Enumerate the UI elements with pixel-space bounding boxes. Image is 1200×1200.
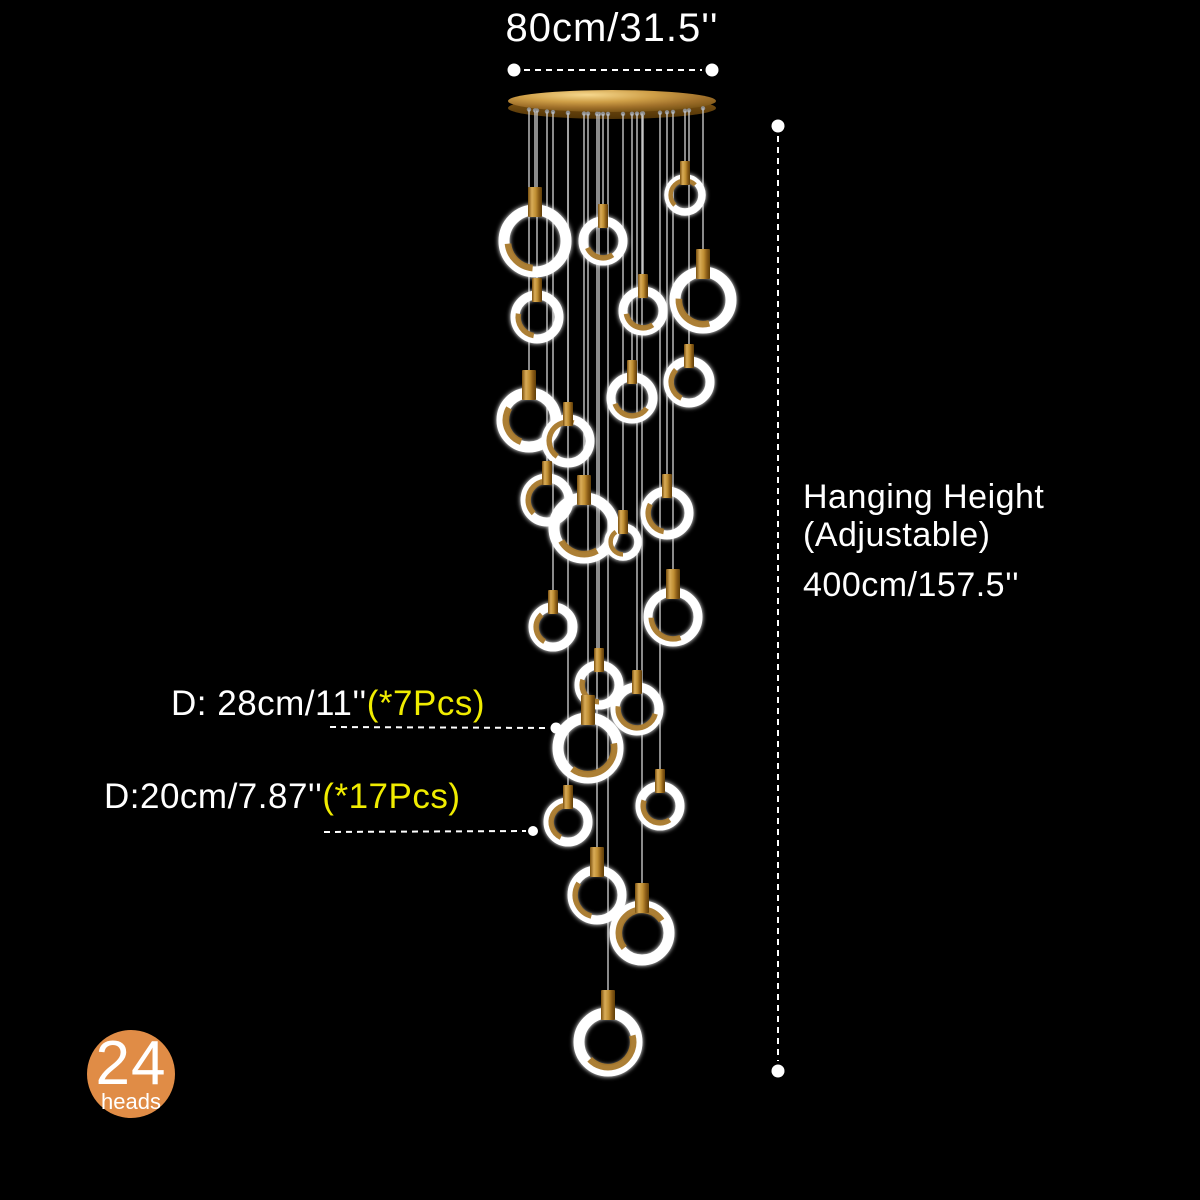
ring-gold-inner (579, 1013, 637, 1071)
ring-mount (594, 648, 604, 672)
hanging-height-value: 400cm/157.5'' (803, 566, 1020, 604)
ring-mount (548, 590, 558, 614)
small-ring-count: (*17Pcs) (322, 777, 461, 816)
ring-mount (581, 695, 595, 725)
ring-gold-inner (615, 687, 659, 731)
ring-gold-inner (502, 393, 556, 447)
ring-mount (655, 769, 665, 793)
ring-mount (680, 161, 690, 185)
small-ring-diameter-text: D:20cm/7.87'' (104, 777, 323, 816)
ring-gold-inner (579, 665, 619, 705)
chandelier-fixture (496, 90, 737, 1077)
ring-gold-inner (608, 527, 638, 557)
badge-number: 24 (95, 1029, 167, 1099)
large-ring-count: (*7Pcs) (366, 684, 485, 723)
ring-mount (590, 847, 604, 877)
large-ring-diameter-label: D: 28cm/11''(*7Pcs) (171, 684, 485, 724)
small-ring-leader-dot (528, 826, 538, 836)
ring-mount (577, 475, 591, 505)
ring-mount (618, 510, 628, 534)
ring-mount (627, 360, 637, 384)
large-ring-diameter-text: D: 28cm/11'' (171, 684, 367, 723)
ring-mount (563, 785, 573, 809)
ring-mount (528, 187, 542, 217)
ring-mount (632, 670, 642, 694)
ring-gold-inner (525, 478, 569, 522)
ring-gold-inner (675, 272, 731, 328)
ring-gold-inner (668, 178, 702, 212)
ring-mount (542, 461, 552, 485)
pendant-ring (573, 1007, 643, 1077)
ring-gold-inner (640, 786, 680, 826)
ring-mount (662, 474, 672, 498)
ring-mount (601, 990, 615, 1020)
ring-gold-inner (533, 607, 573, 647)
hanging-height-line1: Hanging Height (803, 478, 1045, 516)
ring-mount (532, 278, 542, 302)
ring-gold-inner (554, 498, 614, 558)
badge-unit: heads (101, 1088, 161, 1114)
ring-gold-inner (668, 361, 710, 403)
ring-gold-inner (558, 718, 618, 778)
ring-gold-inner (548, 802, 588, 842)
canopy-width-label: 80cm/31.5'' (505, 6, 719, 50)
height-dimension-top-dot (771, 119, 785, 133)
pendant-ring (643, 587, 703, 647)
ring-gold-inner (648, 592, 698, 642)
ring-mount (598, 204, 608, 228)
width-dimension-left-dot (507, 63, 521, 77)
pendant-ring (609, 900, 675, 966)
ring-mount (696, 249, 710, 279)
width-dimension-right-dot (705, 63, 719, 77)
ring-gold-inner (611, 377, 653, 419)
ring-mount (635, 883, 649, 913)
ring-mount (522, 370, 536, 400)
small-ring-diameter-label: D:20cm/7.87''(*17Pcs) (104, 777, 461, 817)
ring-mount (638, 274, 648, 298)
ring-gold-inner (623, 291, 663, 331)
ring-gold-inner (645, 491, 689, 535)
pendant-ring (552, 712, 624, 784)
pendant-ring (669, 266, 737, 334)
height-dimension-bottom-dot (771, 1064, 785, 1078)
pendant-ring (498, 204, 572, 278)
hanging-height-line2: (Adjustable) (803, 516, 991, 554)
large-ring-leader-line (329, 726, 550, 729)
ring-mount (563, 402, 573, 426)
ceiling-plate (508, 90, 716, 112)
pendant-ring (548, 492, 620, 564)
hanging-height-label: Hanging Height (Adjustable) 400cm/157.5'… (803, 478, 1044, 604)
ring-gold-inner (504, 210, 566, 272)
ring-mount (666, 569, 680, 599)
small-ring-leader-line (323, 830, 527, 833)
pendant-ring (567, 865, 627, 925)
ring-mount (684, 344, 694, 368)
heads-count-badge: 24 heads (87, 1030, 175, 1118)
ring-gold-inner (572, 870, 622, 920)
ring-gold-inner (546, 419, 590, 463)
